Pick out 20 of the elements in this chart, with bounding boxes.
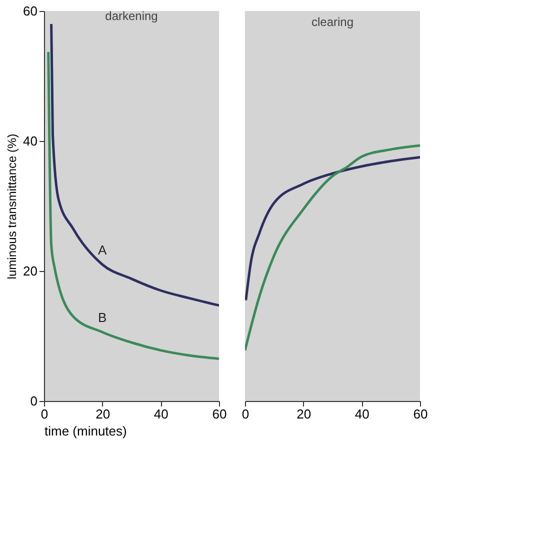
x-tick-label: 0 [40, 406, 48, 422]
y-tick-label: 0 [30, 394, 38, 408]
series-label: B [98, 310, 107, 326]
x-tick-label: 20 [96, 406, 110, 422]
chart-title: clearing [311, 15, 354, 29]
x-tick-label: 60 [413, 406, 428, 422]
x-tick-label: 20 [296, 406, 312, 422]
x-tick-label: 40 [154, 406, 168, 422]
y-tick-label: 60 [23, 4, 38, 18]
x-tick-label: 40 [354, 406, 370, 422]
series-label: A [98, 242, 107, 258]
x-tick-label: 60 [212, 406, 227, 422]
y-tick-label: 20 [23, 264, 38, 278]
x-tick-label: 0 [242, 406, 250, 422]
chart-title: darkening [105, 9, 158, 23]
y-axis-title: luminous transmittance (%) [5, 134, 20, 280]
y-tick-label: 40 [23, 134, 38, 148]
line-series [50, 22, 219, 307]
x-axis-title: time (minutes) [44, 424, 127, 438]
line-series [47, 50, 219, 360]
